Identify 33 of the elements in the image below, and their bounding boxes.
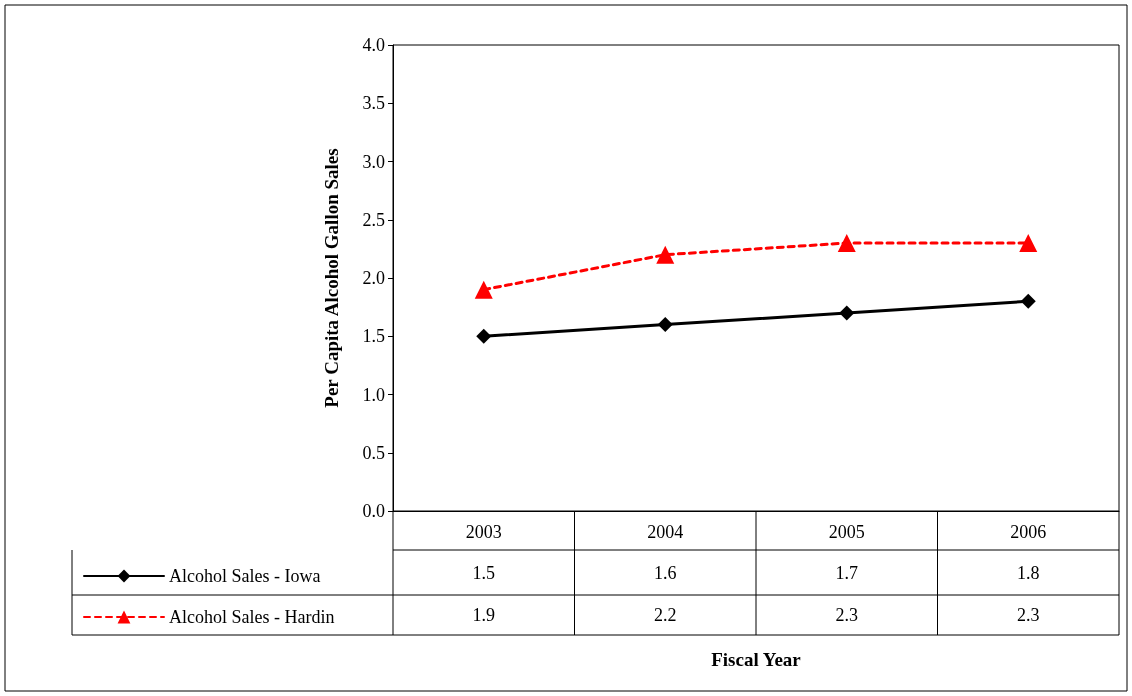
data-label: 1.5 [472,563,495,583]
point [657,317,673,333]
y-tick-label: 3.5 [362,93,385,114]
x-tick-label: 2004 [647,522,684,542]
x-tick-label: 2006 [1010,522,1047,542]
point [656,245,675,264]
point [837,234,856,253]
legend-label: Alcohol Sales - Hardin [169,607,335,627]
y-tick-label: 0.0 [362,501,385,521]
point [839,305,855,321]
data-label: 1.9 [472,605,495,625]
y-tick-label: 2.5 [362,209,385,230]
y-tick-label: 2.0 [362,268,385,288]
y-tick-label: 4.0 [362,35,385,55]
point [1019,234,1038,253]
point [1020,293,1036,309]
data-label: 2.3 [835,605,858,625]
legend-label: Alcohol Sales - Iowa [169,566,321,586]
text: Fiscal Year [711,648,802,670]
y-tick-label: 0.5 [362,442,385,463]
data-label: 1.8 [1017,563,1040,583]
x-tick-label: 2003 [465,522,502,542]
data-label: 1.6 [654,563,677,583]
y-axis-title: Per Capita Alcohol Gallon Sales [321,148,342,408]
y-tick-label: 3.0 [362,151,385,172]
data-label: 1.7 [835,563,858,583]
point [476,328,492,344]
x-tick-label: 2005 [828,522,865,542]
y-tick-label: 1.5 [362,326,385,347]
data-label: 2.3 [1017,605,1040,625]
data-label: 2.2 [654,605,677,625]
point [474,280,493,299]
y-tick-label: 1.0 [362,384,385,405]
